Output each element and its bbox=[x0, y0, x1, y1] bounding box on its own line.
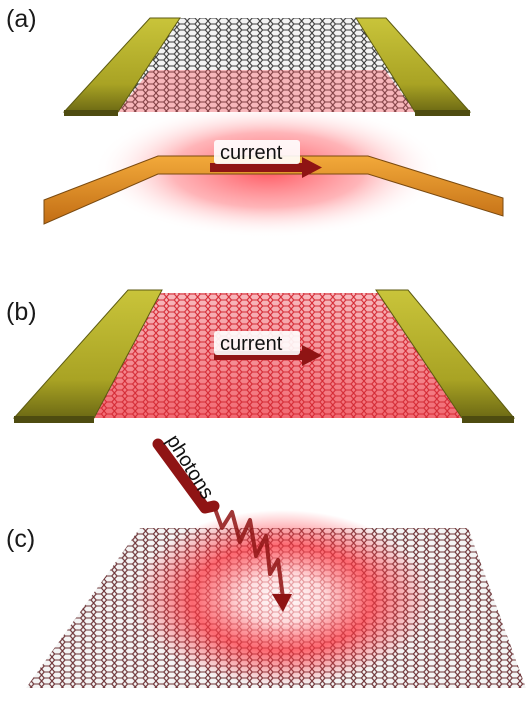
current-arrow bbox=[210, 157, 322, 178]
photon-wave bbox=[152, 438, 285, 600]
panel-b: current (b) bbox=[6, 289, 516, 423]
panel-letter-a: (a) bbox=[6, 5, 37, 33]
current-label: current bbox=[220, 142, 283, 164]
panel-c: photons (c) bbox=[6, 431, 526, 688]
panel-a: current (a) bbox=[6, 5, 504, 238]
current-arrow bbox=[214, 345, 322, 366]
photon-arrowhead bbox=[272, 594, 292, 612]
panel-letter-c: (c) bbox=[6, 525, 35, 553]
current-label: current bbox=[220, 333, 283, 355]
panel-letter-b: (b) bbox=[6, 298, 37, 326]
